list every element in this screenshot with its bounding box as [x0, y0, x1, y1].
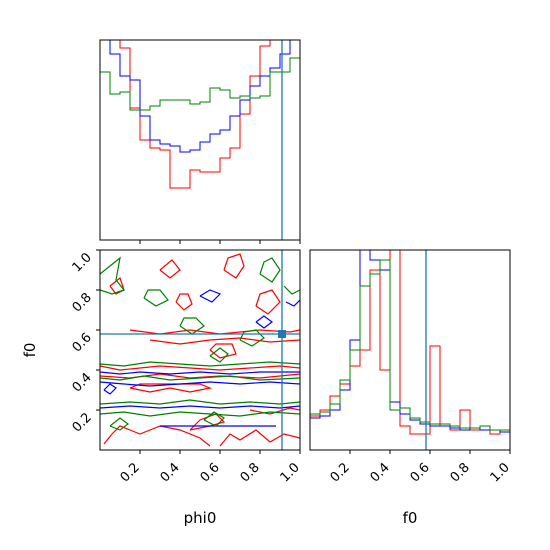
contour-red	[189, 413, 226, 431]
contour-x-tick-label: 1.0	[278, 460, 303, 485]
contour-y-tick-label: 0.8	[70, 290, 95, 315]
f0-x-tick-label: 1.0	[488, 460, 513, 485]
contour-green	[100, 361, 300, 367]
contour-blue	[255, 315, 273, 329]
contour-blue	[100, 371, 300, 375]
f0-x-tick-label: 0.8	[448, 460, 473, 485]
f0-x-tick-label: 0.2	[328, 460, 353, 485]
x-axis-label-f0: f0	[403, 509, 418, 527]
contour-y-tick-label: 0.4	[70, 370, 95, 395]
phi0-histogram-plot	[100, 40, 300, 240]
contour-red	[149, 337, 300, 345]
f0-x-tick-label: 0.6	[408, 460, 433, 485]
contour-y-tick-label: 0.6	[70, 330, 95, 355]
contour-frame	[99, 249, 301, 451]
contour-green	[283, 285, 300, 295]
contour-x-tick-label: 0.2	[118, 460, 143, 485]
contour-green	[143, 289, 169, 307]
f0-hist-red	[310, 250, 510, 435]
truth-marker	[278, 330, 286, 338]
f0-x-tick-label: 0.4	[368, 460, 393, 485]
phi0-hist-blue	[100, 40, 300, 153]
contour-red	[159, 259, 181, 279]
contour-green	[100, 411, 300, 417]
contour-green	[109, 417, 129, 431]
contour-red	[223, 253, 245, 279]
contour-green	[209, 347, 229, 363]
contour-x-tick-label: 0.4	[158, 460, 183, 485]
contour-plot	[100, 250, 300, 450]
x-axis-label-phi0: phi0	[184, 509, 217, 527]
contour-x-tick-label: 0.8	[238, 460, 263, 485]
phi0-hist-red	[100, 40, 300, 189]
contour-red	[249, 407, 300, 415]
contour-green	[203, 411, 225, 427]
contour-y-tick-label: 1.0	[70, 250, 95, 275]
contour-red	[103, 425, 211, 447]
f0-hist-blue	[310, 250, 510, 433]
f0-hist-green	[310, 259, 510, 431]
contour-red	[175, 293, 193, 311]
f0-histogram-plot	[310, 250, 510, 450]
contour-red	[129, 383, 213, 393]
contour-red	[209, 343, 237, 359]
contour-red	[255, 289, 281, 315]
y-axis-label-f0: f0	[21, 343, 39, 358]
contour-y-tick-label: 0.2	[70, 410, 95, 435]
phi0-hist-frame	[99, 39, 301, 241]
contour-green	[259, 257, 281, 283]
contour-blue	[100, 381, 300, 387]
contour-red	[100, 365, 300, 371]
contour-green	[100, 399, 300, 405]
contour-green	[100, 375, 300, 381]
contour-blue	[199, 289, 222, 303]
contour-blue	[103, 383, 117, 395]
phi0-hist-green	[100, 57, 300, 111]
contour-green	[100, 256, 126, 295]
contour-blue	[285, 299, 300, 307]
f0-hist-frame	[309, 249, 511, 451]
contour-x-tick-label: 0.6	[198, 460, 223, 485]
contour-red	[219, 429, 300, 447]
contour-green	[179, 317, 205, 335]
contour-blue	[100, 405, 300, 409]
